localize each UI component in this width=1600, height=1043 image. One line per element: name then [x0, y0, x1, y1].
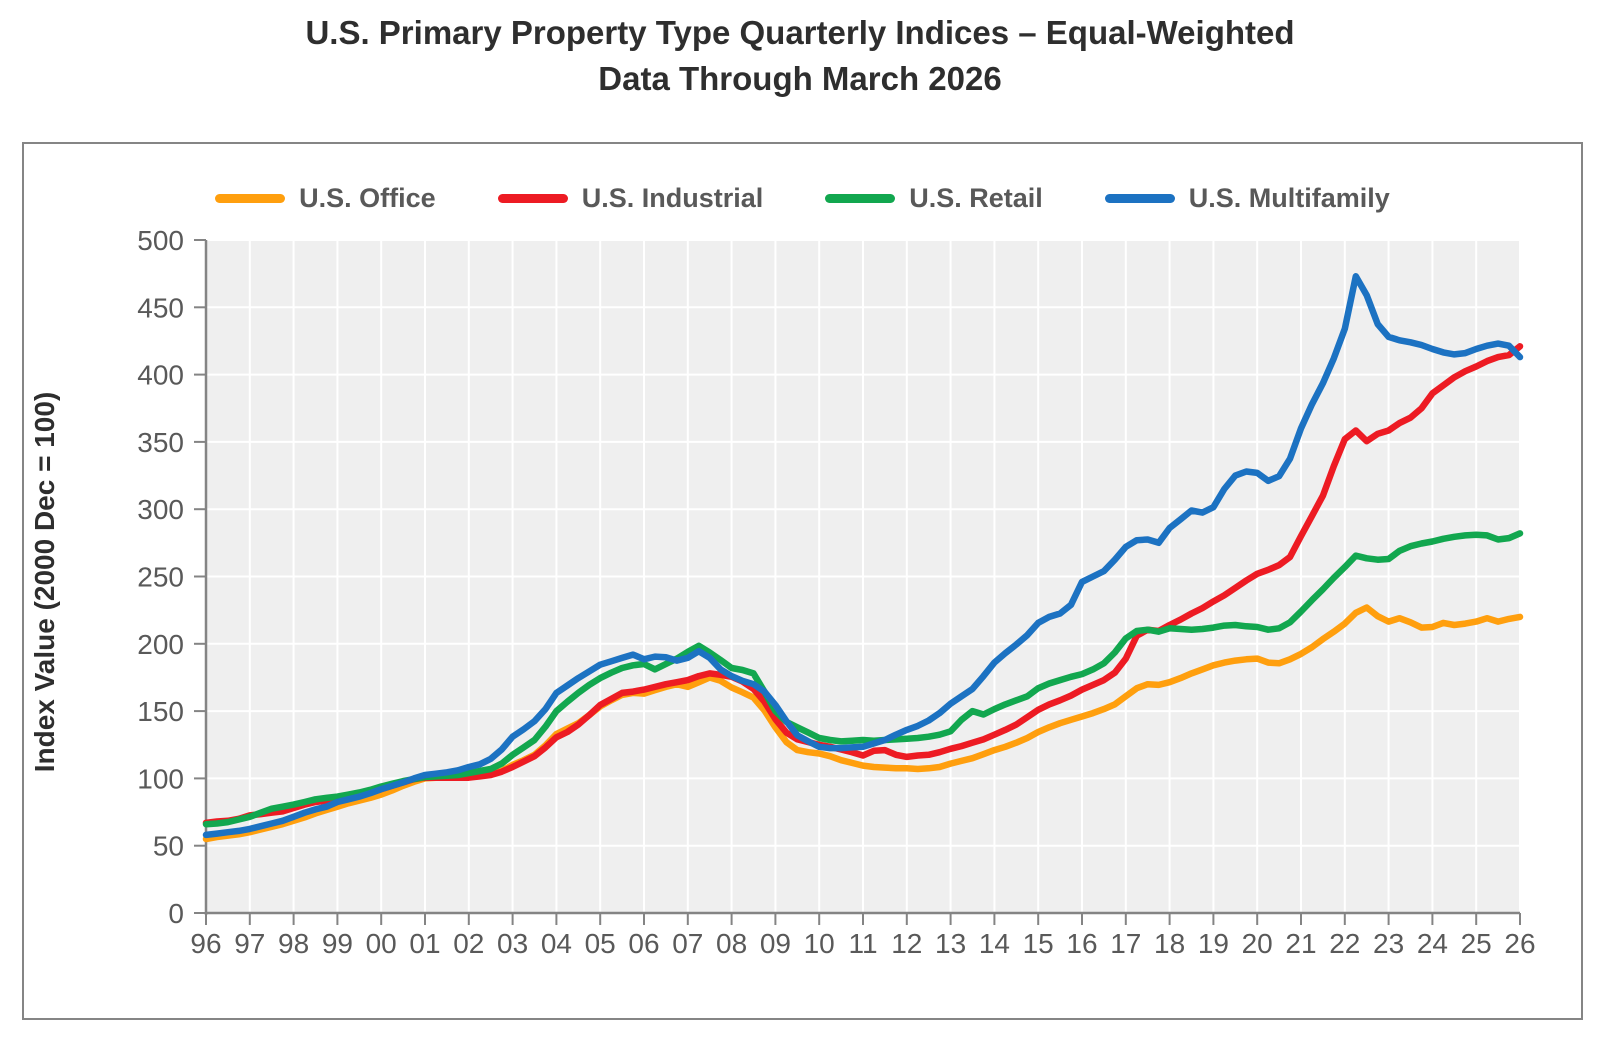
- x-tick-label: 98: [278, 928, 309, 959]
- legend-item-u-s-office: U.S. Office: [215, 183, 436, 214]
- y-tick-label: 400: [137, 360, 184, 391]
- legend-swatch-icon: [825, 193, 896, 203]
- x-tick-label: 03: [497, 928, 528, 959]
- y-tick-label: 500: [137, 225, 184, 256]
- x-tick-label: 99: [322, 928, 353, 959]
- x-tick-label: 05: [585, 928, 616, 959]
- legend-item-u-s-retail: U.S. Retail: [825, 183, 1043, 214]
- x-tick-label: 20: [1242, 928, 1273, 959]
- legend-swatch-icon: [1104, 193, 1175, 203]
- x-tick-label: 14: [979, 928, 1010, 959]
- x-tick-label: 10: [804, 928, 835, 959]
- x-tick-label: 17: [1110, 928, 1141, 959]
- x-tick-label: 26: [1504, 928, 1535, 959]
- x-tick-label: 23: [1373, 928, 1404, 959]
- x-tick-label: 24: [1417, 928, 1448, 959]
- y-tick-label: 450: [137, 292, 184, 323]
- x-tick-label: 02: [453, 928, 484, 959]
- y-tick-label: 250: [137, 562, 184, 593]
- legend-swatch-icon: [215, 193, 286, 203]
- x-tick-label: 96: [190, 928, 221, 959]
- x-tick-label: 04: [541, 928, 572, 959]
- legend-label: U.S. Industrial: [581, 182, 764, 213]
- x-tick-label: 19: [1198, 928, 1229, 959]
- legend-label: U.S. Retail: [909, 182, 1043, 213]
- legend-label: U.S. Office: [299, 182, 436, 213]
- x-tick-label: 18: [1154, 928, 1185, 959]
- x-tick-label: 22: [1329, 928, 1360, 959]
- y-tick-label: 50: [153, 831, 184, 862]
- x-tick-label: 12: [891, 928, 922, 959]
- chart-title-line2: Data Through March 2026: [598, 59, 1002, 97]
- x-tick-label: 16: [1066, 928, 1097, 959]
- x-tick-label: 97: [234, 928, 265, 959]
- legend: U.S. Office U.S. Industrial U.S. Retail U.S…: [24, 182, 1581, 214]
- x-tick-label: 21: [1285, 928, 1316, 959]
- x-tick-label: 15: [1023, 928, 1054, 959]
- chart-title: U.S. Primary Property Type Quarterly Ind…: [0, 10, 1600, 101]
- y-tick-label: 150: [137, 696, 184, 727]
- x-tick-label: 08: [716, 928, 747, 959]
- x-tick-label: 00: [366, 928, 397, 959]
- chart-title-line1: U.S. Primary Property Type Quarterly Ind…: [305, 14, 1295, 51]
- chart-container: U.S. Office U.S. Industrial U.S. Retail U.S…: [22, 142, 1583, 1020]
- y-tick-label: 350: [137, 427, 184, 458]
- y-tick-label: 0: [168, 898, 184, 929]
- legend-item-u-s-industrial: U.S. Industrial: [497, 182, 764, 214]
- y-tick-label: 200: [137, 629, 184, 660]
- x-tick-label: 01: [409, 928, 440, 959]
- y-tick-label: 300: [137, 494, 184, 525]
- y-tick-label: 100: [137, 763, 184, 794]
- x-tick-label: 25: [1461, 928, 1492, 959]
- y-axis-title: Index Value (2000 Dec = 100): [29, 391, 60, 773]
- x-tick-label: 09: [760, 928, 791, 959]
- x-tick-label: 11: [848, 928, 877, 959]
- x-tick-label: 06: [628, 928, 659, 959]
- series-line-u-s-multifamily: [202, 273, 1524, 839]
- legend-label: U.S. Multifamily: [1188, 182, 1390, 213]
- x-tick-label: 07: [672, 928, 703, 959]
- legend-item-u-s-multifamily: U.S. Multifamily: [1104, 182, 1390, 214]
- legend-swatch-icon: [497, 193, 568, 203]
- x-tick-label: 13: [935, 928, 966, 959]
